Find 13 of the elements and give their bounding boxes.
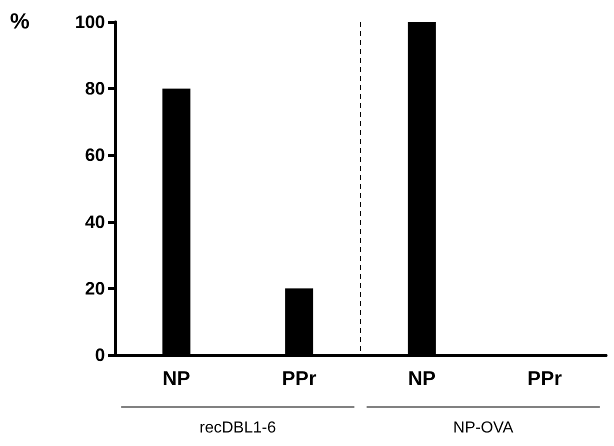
y-axis-title: % xyxy=(10,8,30,34)
x-tick-label: PPr xyxy=(527,368,562,390)
y-tick-label: 80 xyxy=(84,78,105,99)
text: NP-OVA xyxy=(453,420,514,436)
y-tick-label: 60 xyxy=(84,145,105,166)
x-tick-label: NP xyxy=(408,368,436,390)
x-tick-label: NP xyxy=(162,368,190,390)
text: recDBL1-6 xyxy=(200,420,276,436)
y-tick-label: 0 xyxy=(94,345,105,365)
y-tick-label: 100 xyxy=(74,12,105,32)
y-tick-label: 40 xyxy=(84,212,105,232)
x-tick-label: PPr xyxy=(282,368,317,390)
y-tick-label: 20 xyxy=(84,278,105,298)
